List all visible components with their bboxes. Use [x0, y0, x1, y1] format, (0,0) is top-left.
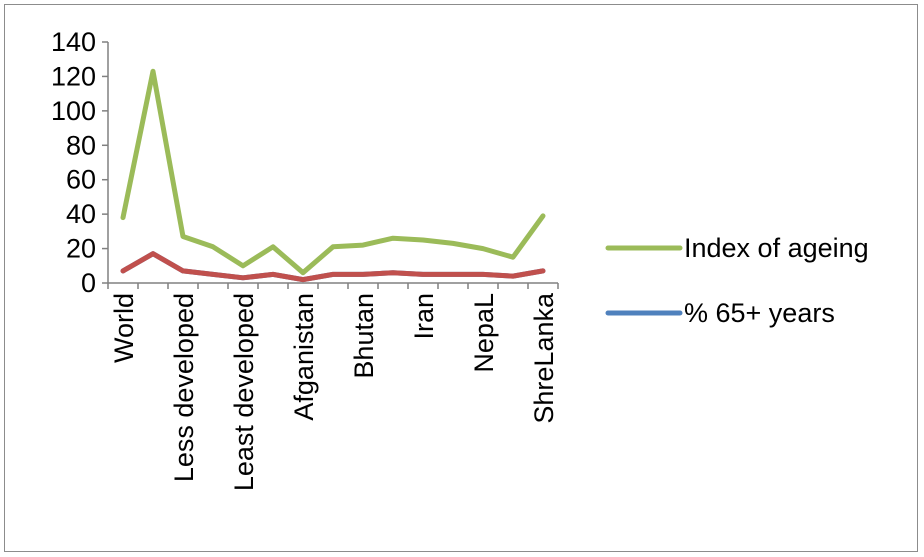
- x-tick-label: Less developed: [169, 293, 199, 482]
- x-tick-label: Bhutan: [349, 293, 379, 379]
- y-tick-label: 60: [66, 165, 96, 195]
- y-tick-label: 140: [51, 27, 96, 57]
- x-tick-label: ShreLanka: [529, 292, 559, 424]
- x-axis-ticks: World Less developed Least developed Afgani…: [107, 283, 559, 491]
- y-tick-label: 100: [51, 96, 96, 126]
- x-tick-label: Least developed: [229, 293, 259, 491]
- x-tick-label: Iran: [409, 293, 439, 340]
- y-tick-label: 0: [81, 268, 96, 298]
- y-tick-label: 80: [66, 130, 96, 160]
- y-tick-label: 20: [66, 234, 96, 264]
- x-tick-label: NepaL: [469, 293, 499, 373]
- y-axis-ticks: 0 20 40 60 80 100 120 140: [51, 27, 108, 298]
- legend: Index of ageing % 65+ years: [605, 233, 869, 328]
- y-tick-label: 120: [51, 61, 96, 91]
- x-tick-label: Afganistan: [289, 293, 319, 421]
- chart-axes: [107, 42, 558, 284]
- y-tick-label: 40: [66, 199, 96, 229]
- legend-label: % 65+ years: [684, 298, 835, 328]
- series-line-overlay: [120, 251, 546, 283]
- x-tick-label: World: [109, 293, 139, 363]
- series-lines: [120, 68, 546, 283]
- legend-label: Index of ageing: [684, 233, 869, 263]
- series-line-index-of-ageing: [120, 68, 546, 276]
